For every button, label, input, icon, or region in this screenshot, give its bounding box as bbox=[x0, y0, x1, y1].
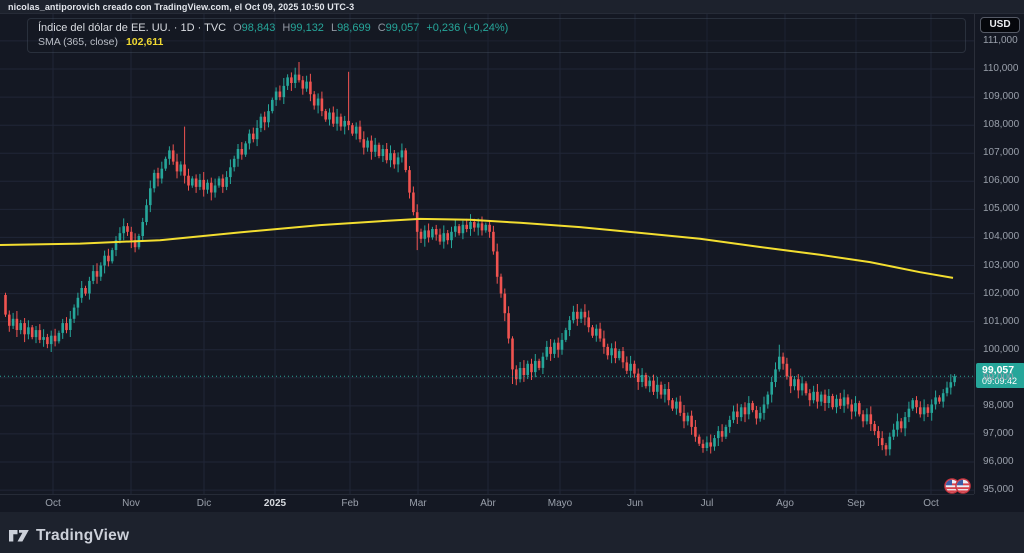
tradingview-logo[interactable]: TradingView bbox=[8, 526, 129, 545]
price-tick-label: 108,000 bbox=[983, 119, 1020, 131]
tradingview-logo-icon bbox=[9, 530, 29, 542]
footer-bar: TradingView bbox=[0, 512, 1024, 553]
time-tick-label: Jul bbox=[700, 498, 714, 509]
tradingview-logo-text: TradingView bbox=[36, 526, 130, 544]
price-tick-label: 107,000 bbox=[983, 147, 1020, 159]
time-tick-label: Sep bbox=[847, 498, 865, 509]
time-tick-label: Oct bbox=[45, 498, 61, 509]
time-tick-label: Mayo bbox=[547, 498, 573, 509]
price-tick-label: 111,000 bbox=[983, 34, 1018, 46]
time-tick-label: 2025 bbox=[263, 498, 287, 509]
price-axis[interactable]: USD 99,057 09:09:42 111,000 110,000 109,00… bbox=[974, 14, 1024, 496]
price-tick-label: 97,000 bbox=[983, 427, 1014, 439]
last-price-badge: 99,057 09:09:42 bbox=[976, 363, 1024, 389]
currency-button[interactable]: USD bbox=[980, 17, 1020, 33]
price-chart[interactable] bbox=[0, 14, 974, 494]
price-tick-label: 106,000 bbox=[983, 175, 1020, 187]
time-tick-label: Oct bbox=[923, 498, 939, 509]
last-price-value: 99,057 bbox=[982, 364, 1015, 377]
price-tick-label: 102,000 bbox=[983, 287, 1020, 299]
attribution-text: nicolas_antiporovich creado con TradingV… bbox=[8, 2, 355, 12]
time-tick-label: Mar bbox=[409, 498, 427, 509]
price-tick-label: 98,000 bbox=[983, 399, 1014, 411]
price-tick-label: 109,000 bbox=[983, 91, 1020, 103]
price-tick-label: 104,000 bbox=[983, 231, 1020, 243]
time-tick-label: Jun bbox=[626, 498, 644, 509]
price-tick-label: 96,000 bbox=[983, 456, 1014, 467]
price-tick-label: 101,000 bbox=[983, 315, 1020, 327]
time-tick-label: Dic bbox=[196, 498, 212, 509]
price-tick-label: 100,000 bbox=[983, 343, 1020, 355]
chart-pane: Índice del dólar de EE. UU. · 1D · TVC O9… bbox=[0, 14, 974, 494]
time-axis[interactable]: Oct Nov Dic 2025 Feb Mar Abr Mayo Jun Jul Ago Sep Oc… bbox=[0, 494, 974, 512]
price-tick-label: 95,000 bbox=[983, 484, 1014, 496]
time-tick-label: Feb bbox=[341, 498, 359, 509]
attribution-bar: nicolas_antiporovich creado con TradingV… bbox=[0, 0, 1024, 14]
time-tick-label: Abr bbox=[480, 498, 496, 509]
bar-countdown: 09:09:42 bbox=[982, 376, 1018, 387]
time-tick-label: Nov bbox=[122, 498, 140, 509]
price-tick-label: 110,000 bbox=[983, 63, 1019, 75]
time-tick-label: Ago bbox=[776, 498, 794, 509]
us-flag-icon[interactable] bbox=[944, 478, 960, 494]
price-tick-label: 99,000 bbox=[983, 371, 1014, 383]
us-flag-icon[interactable] bbox=[955, 478, 971, 494]
price-tick-label: 105,000 bbox=[983, 203, 1020, 215]
price-tick-label: 103,000 bbox=[983, 259, 1020, 271]
